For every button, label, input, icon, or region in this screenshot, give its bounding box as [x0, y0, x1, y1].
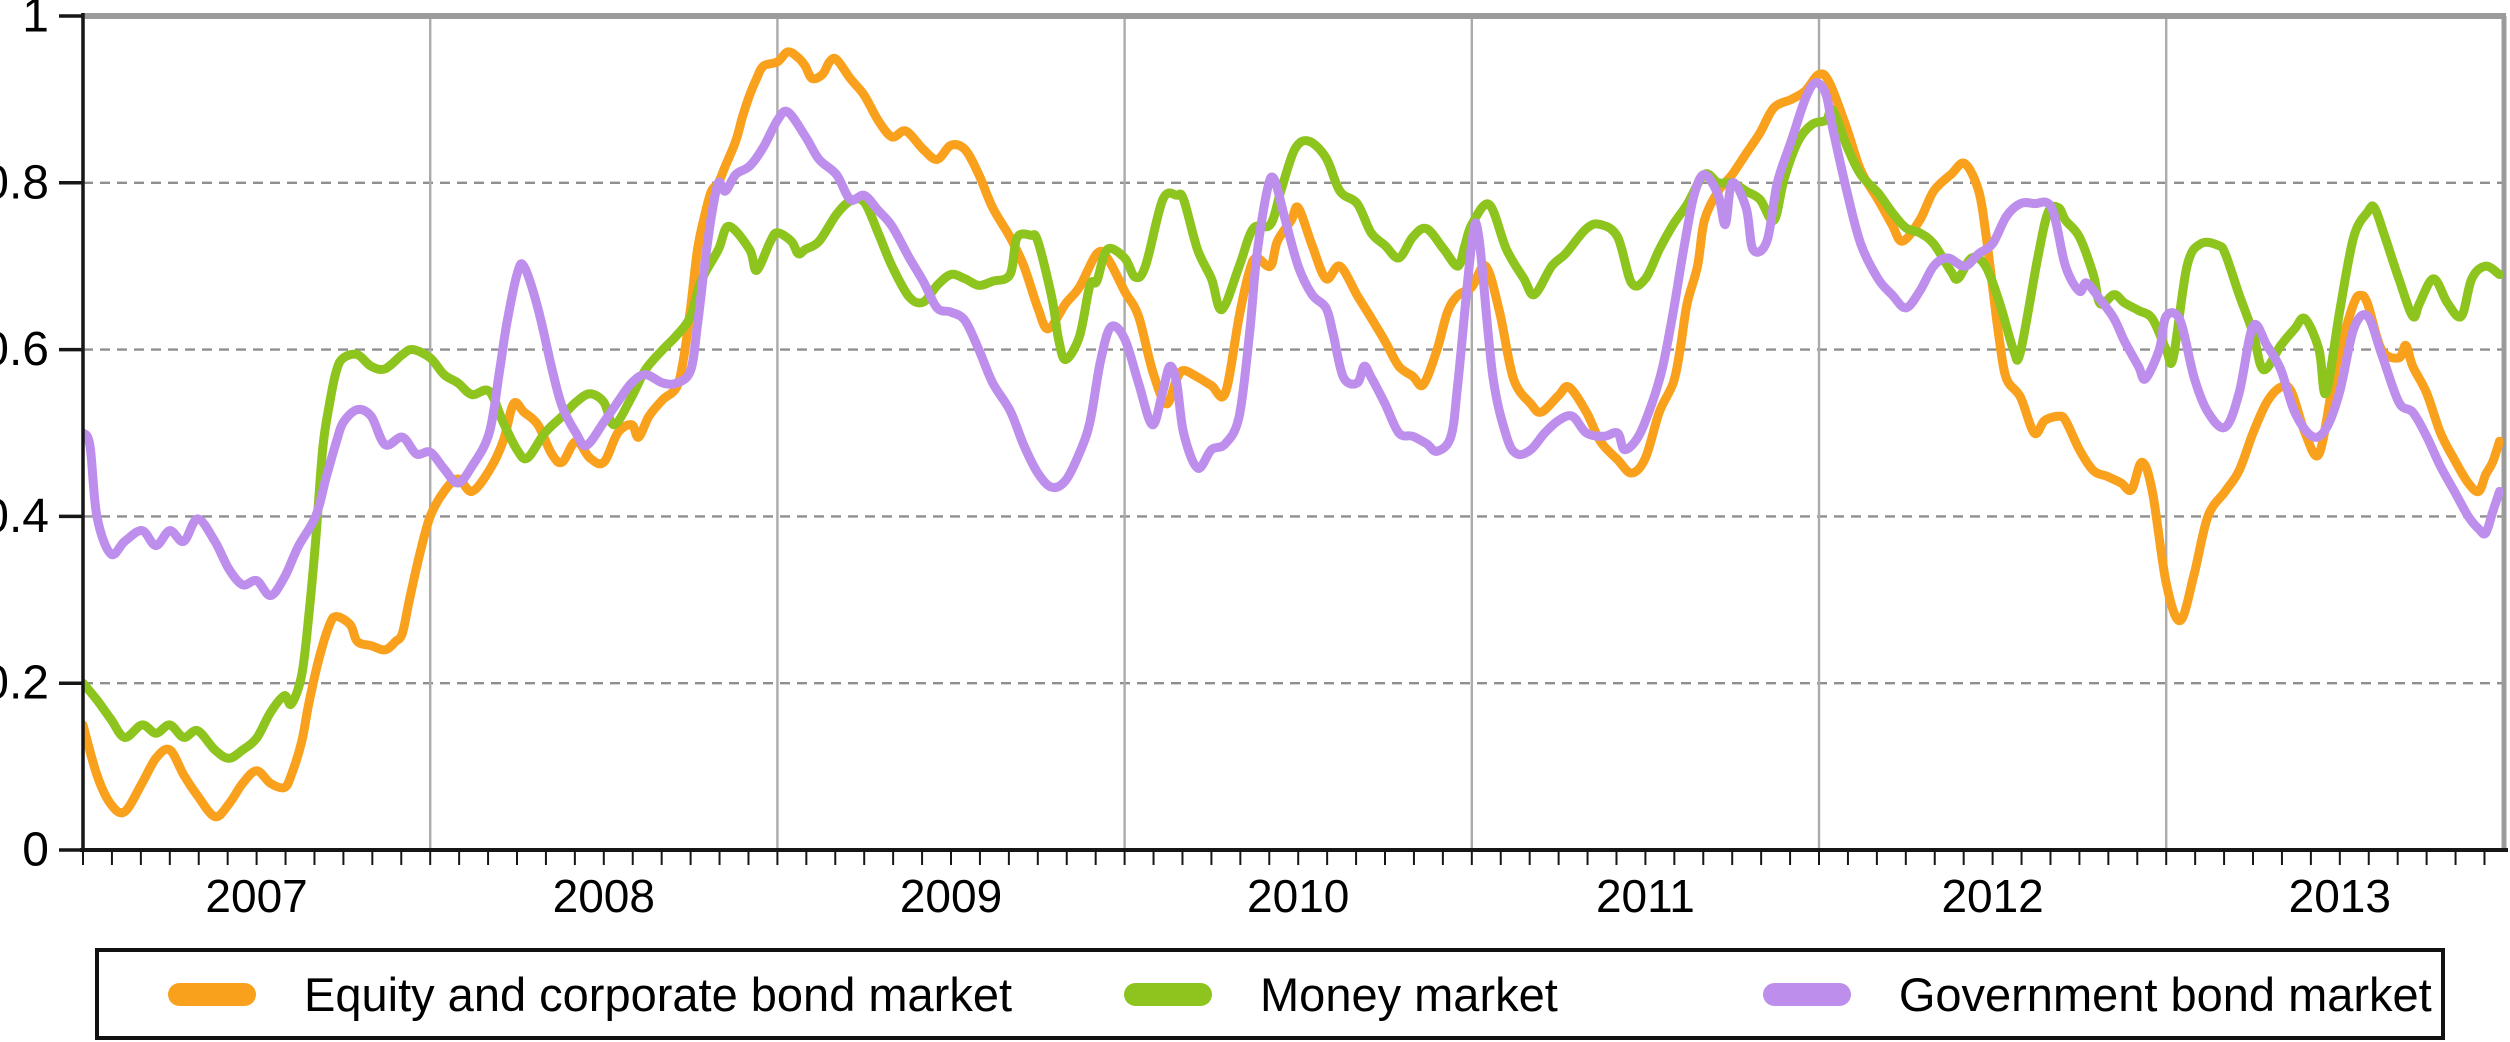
y-axis-tick-label: 0.8: [0, 156, 49, 209]
equity-corporate-bond-line-swatch: [168, 982, 256, 1006]
series-line-money-market: [83, 104, 2503, 763]
y-axis-tick-label: 0.2: [0, 657, 49, 710]
x-axis-year-label: 2013: [2289, 870, 2391, 922]
legend-item-money-market: Money market: [1124, 967, 1558, 1022]
x-axis-year-label: 2007: [205, 870, 307, 922]
x-axis-year-label: 2012: [1941, 870, 2043, 922]
y-axis-tick-label: 0.6: [0, 323, 49, 376]
legend-label: Equity and corporate bond market: [304, 967, 1013, 1021]
government-bond-line-swatch: [1762, 982, 1851, 1006]
legend-item-equity-corporate-bond: Equity and corporate bond market: [168, 967, 1012, 1022]
money-market-line-swatch: [1124, 982, 1213, 1006]
x-axis-year-label: 2010: [1247, 870, 1349, 922]
legend-label: Money market: [1260, 967, 1558, 1021]
chart-legend: Equity and corporate bond market Money m…: [95, 948, 2445, 1040]
y-axis-tick-label: 0: [22, 824, 49, 877]
series-line-government-bond-market: [83, 78, 2503, 601]
y-axis-tick-label: 0.4: [0, 490, 49, 543]
y-axis-tick-label: 1: [22, 0, 49, 43]
x-axis-year-label: 2009: [900, 870, 1002, 922]
x-axis-year-label: 2008: [553, 870, 655, 922]
legend-item-government-bond: Government bond market: [1762, 967, 2432, 1022]
legend-label: Government bond market: [1898, 967, 2432, 1021]
x-axis-year-label: 2011: [1596, 870, 1695, 922]
